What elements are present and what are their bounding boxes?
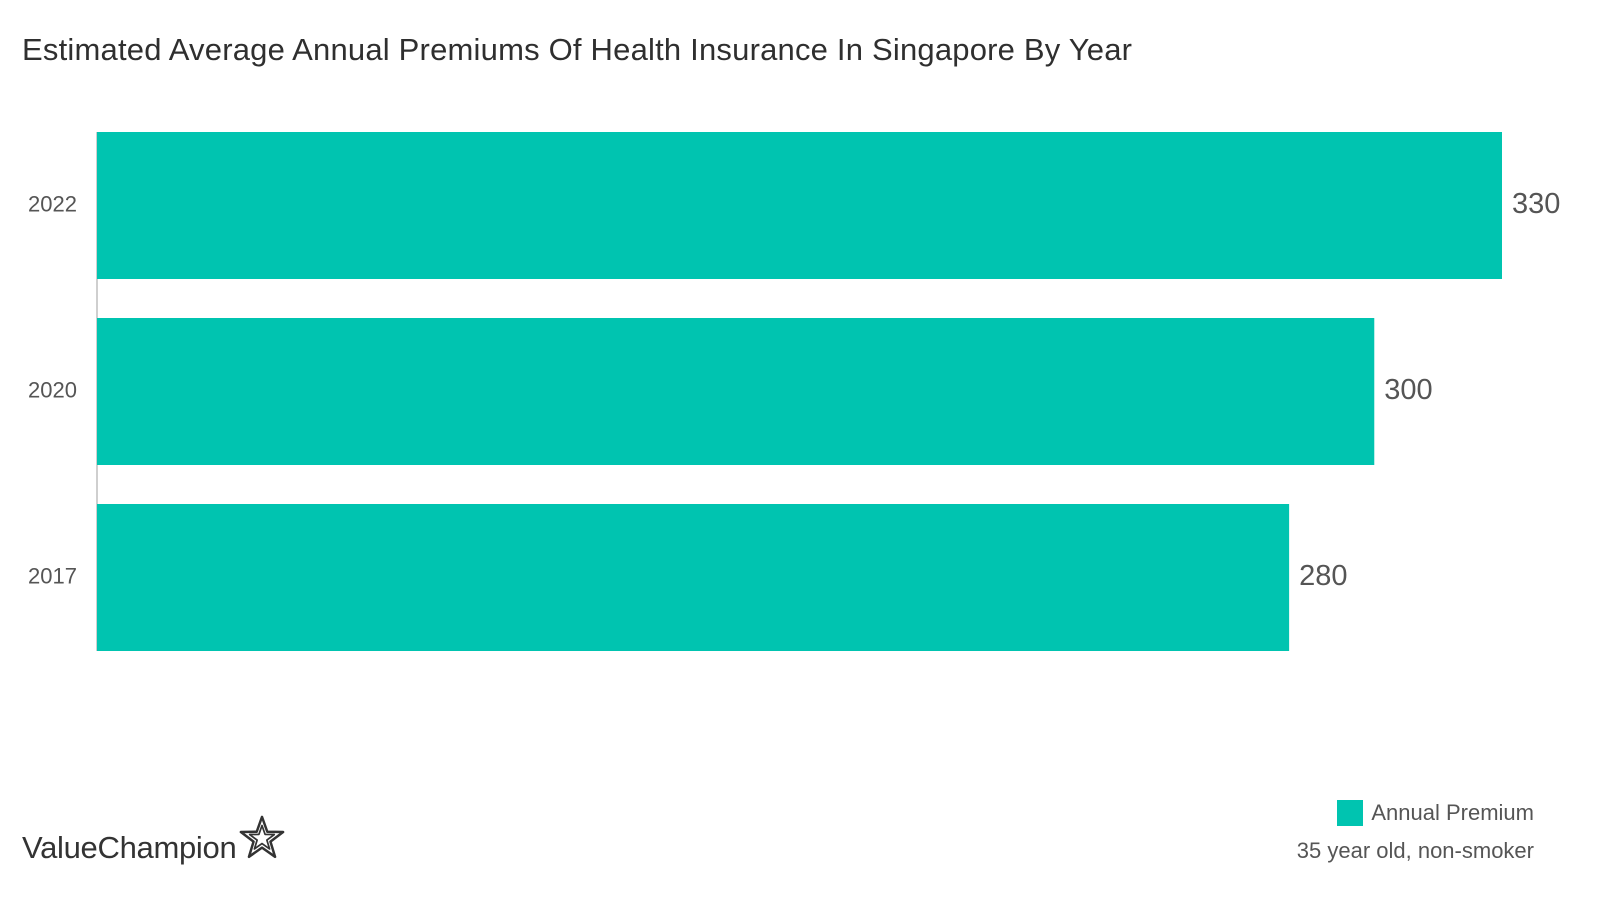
data-label: 330 [1512,188,1560,220]
bar-2022 [97,132,1502,279]
y-tick-label: 2020 [28,377,77,402]
star-outline-icon [240,815,285,859]
bar-2017 [97,504,1290,651]
legend: Annual Premium [1337,800,1534,826]
legend-label: Annual Premium [1371,800,1534,825]
y-tick-label: 2022 [28,191,77,216]
bar-2020 [97,318,1375,465]
y-tick-label: 2017 [28,563,77,588]
brand-name: ValueChampion [22,830,237,865]
chart-note: 35 year old, non-smoker [1296,838,1534,863]
brand-logo: ValueChampion [22,814,286,866]
data-label: 300 [1384,374,1432,406]
data-label: 280 [1299,560,1347,592]
chart-title: Estimated Average Annual Premiums Of Hea… [22,32,1133,67]
legend-swatch [1337,800,1364,826]
